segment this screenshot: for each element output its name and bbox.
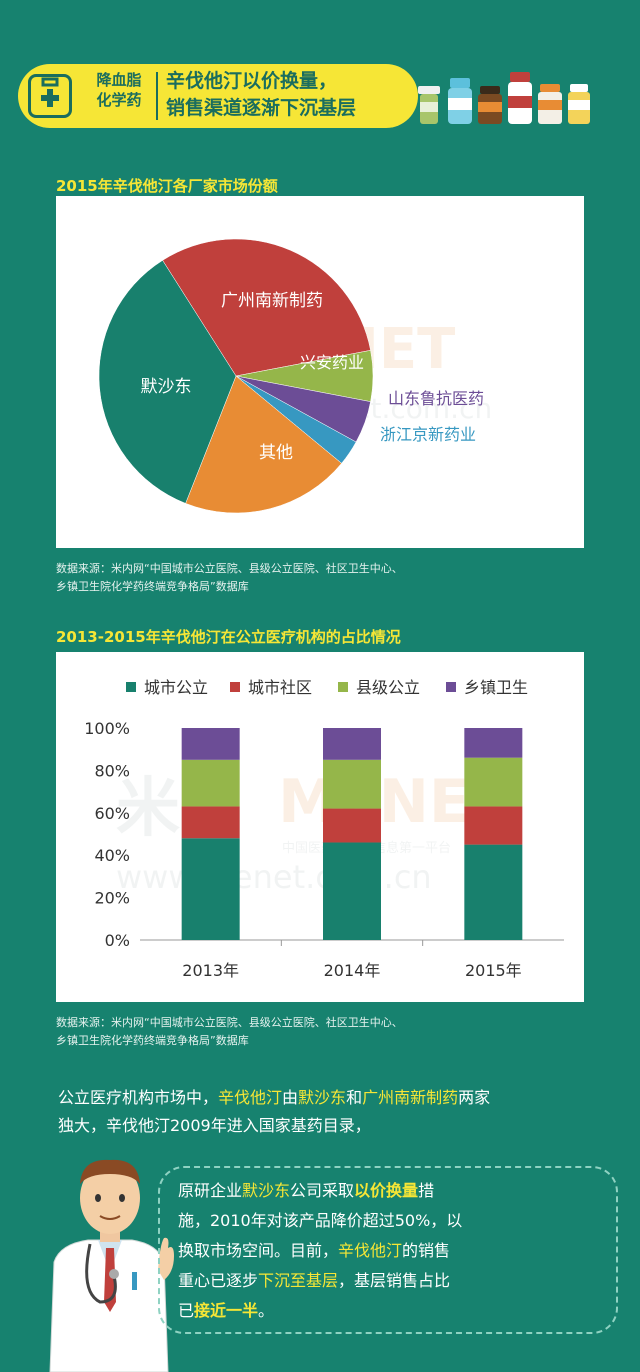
bar-segment [464, 757, 523, 807]
bar-chart-panel: 米内 MENET 中国医药大健康信息第一平台 www.menet.com.cn … [56, 652, 584, 1002]
legend-label: 城市社区 [248, 678, 312, 697]
pie-slice [185, 375, 342, 514]
pie-slice-label: 广州南新制药 [221, 291, 323, 311]
category-label: 降血脂 化学药 [96, 71, 142, 109]
header-banner [18, 64, 418, 128]
watermark-url: www.menet.com.cn [116, 858, 432, 896]
stacked-bar-chart: 米内 MENET 中国医药大健康信息第一平台 www.menet.com.cn … [84, 678, 564, 980]
y-tick-label: 60% [94, 804, 130, 823]
legend-swatch [446, 682, 456, 692]
pie-slice-label: 浙江京新药业 [380, 425, 476, 444]
watermark: 米内 MENET 中国医药大健康信息第一平台 www.menet.com.cn [116, 767, 511, 896]
y-tick-label: 80% [94, 761, 130, 780]
bar-source-note: 数据来源：米内网“中国城市公立医院、县级公立医院、社区卫生中心、 乡镇卫生院化学… [56, 1016, 403, 1047]
pie-chart: 米内 MENET www.menet.com.cn 广州南新制药兴安药业山东鲁抗… [98, 238, 492, 514]
x-tick-label: 2013年 [182, 961, 239, 980]
bar-segment [323, 728, 381, 760]
doctor-icon [49, 1159, 174, 1372]
pie-slice-label: 山东鲁抗医药 [388, 389, 484, 408]
medicine-bottles-icon [418, 72, 590, 124]
bar-segment [181, 838, 240, 940]
bottle-icon [508, 72, 532, 124]
pie-slice-label: 兴安药业 [300, 353, 364, 372]
x-tick-label: 2015年 [465, 961, 522, 980]
bar-segment [323, 808, 381, 843]
medical-kit-icon [28, 74, 72, 118]
pie-slice-label: 默沙东 [141, 377, 192, 397]
bar-section-title: 2013-2015年辛伐他汀在公立医疗机构的占比情况 [56, 628, 401, 646]
page-title: 辛伐他汀以价换量， 销售渠道逐渐下沉基层 [166, 70, 357, 119]
speech-bubble-text: 原研企业默沙东公司采取以价换量措 施，2010年对该产品降价超过50%，以 换取… [178, 1181, 463, 1320]
y-tick-label: 20% [94, 889, 130, 908]
legend-swatch [230, 682, 240, 692]
pie-chart-panel: 米内 MENET www.menet.com.cn 广州南新制药兴安药业山东鲁抗… [56, 196, 584, 548]
bottle-icon [538, 84, 562, 124]
pie-slice [98, 259, 237, 504]
legend-label: 城市公立 [144, 678, 208, 697]
bar-segment [464, 844, 523, 940]
x-tick-label: 2014年 [324, 961, 381, 980]
bottle-icon [448, 78, 472, 124]
pie-source-note: 数据来源：米内网“中国城市公立医院、县级公立医院、社区卫生中心、 乡镇卫生院化学… [56, 562, 403, 593]
bar-segment [323, 842, 381, 940]
pie-slice-label: 其他 [259, 443, 293, 463]
legend-label: 乡镇卫生 [464, 678, 528, 697]
bar-segment [181, 759, 240, 807]
bar-segment [181, 806, 240, 839]
bar-segment [464, 806, 523, 845]
banner-divider [156, 72, 158, 120]
legend-label: 县级公立 [356, 678, 420, 697]
legend-swatch [338, 682, 348, 692]
bottle-icon [568, 84, 590, 124]
summary-paragraph: 公立医疗机构市场中，辛伐他汀由默沙东和广州南新制药两家 独大，辛伐他汀2009年进… [58, 1088, 491, 1135]
y-tick-label: 0% [105, 931, 130, 950]
bar-segment [181, 728, 240, 760]
y-tick-label: 40% [94, 846, 130, 865]
bottle-icon [478, 86, 502, 124]
pie-slice [162, 238, 371, 377]
speech-bubble [158, 1166, 618, 1334]
pie-section-title: 2015年辛伐他汀各厂家市场份额 [56, 177, 278, 195]
bar-segment [464, 728, 523, 758]
legend-swatch [126, 682, 136, 692]
bar-segment [323, 759, 381, 809]
y-tick-label: 100% [84, 719, 130, 738]
bottle-icon [418, 86, 440, 124]
